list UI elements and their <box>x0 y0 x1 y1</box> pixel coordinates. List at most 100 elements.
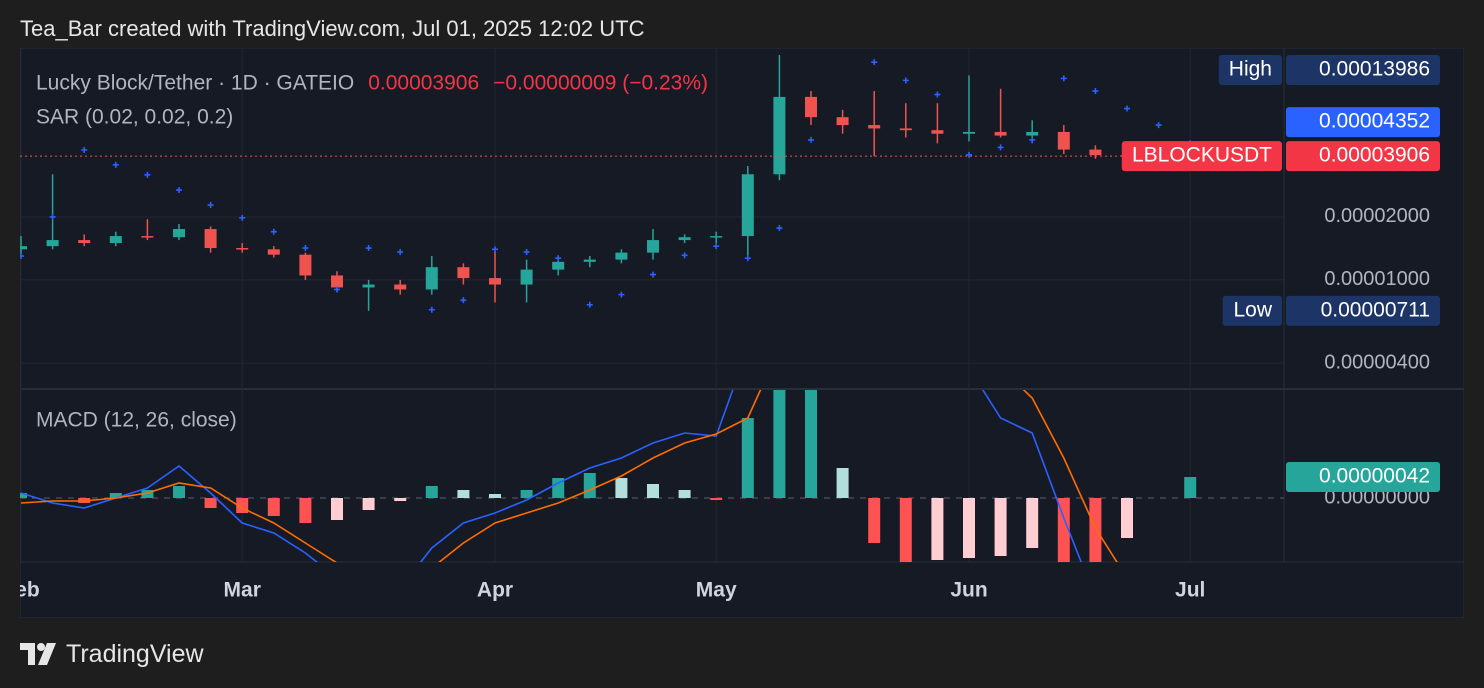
candle-body <box>362 284 375 288</box>
price-change: −0.00000009 (−0.23%) <box>493 72 708 95</box>
candle-body <box>994 131 1007 136</box>
sar-point <box>144 171 151 178</box>
footer: TradingView <box>20 638 204 670</box>
candle-body <box>868 125 881 129</box>
sar-point <box>902 77 909 84</box>
sar-point <box>586 301 593 308</box>
sar-point <box>176 187 182 194</box>
histogram-bar <box>457 490 470 498</box>
sar-point <box>808 136 814 143</box>
sar-point <box>713 243 720 250</box>
histogram-bar <box>1089 498 1102 562</box>
chart: 0.000020000.000010000.000004000.00000000… <box>20 48 1464 618</box>
candle-body <box>583 259 596 262</box>
price-tag-name-box <box>1222 295 1282 326</box>
sar-point <box>1124 105 1130 112</box>
candle-body <box>1089 149 1102 156</box>
histogram-bar <box>552 478 565 498</box>
histogram-bar <box>678 490 691 498</box>
histogram-bar <box>773 390 786 498</box>
candle-body <box>425 267 438 290</box>
candle-body <box>931 130 944 134</box>
price-tag-value: 0.00000711 <box>1321 298 1430 321</box>
sar-point <box>618 291 625 298</box>
candle-body <box>520 269 533 285</box>
price-tag-box <box>1286 55 1440 85</box>
histogram-bar <box>1026 498 1039 548</box>
candle-body <box>678 237 691 241</box>
sar-point <box>207 202 214 209</box>
histogram-bar <box>836 468 849 498</box>
candle-body <box>963 131 975 134</box>
last-price: 0.00003906 <box>368 72 479 95</box>
sar-point <box>1029 136 1036 143</box>
price-tag-name-box <box>1121 141 1282 172</box>
candle-body <box>457 267 470 279</box>
sar-point <box>555 255 562 262</box>
x-tick-label: Jul <box>1175 579 1205 602</box>
legend: Lucky Block/Tether · 1D · GATEIO 0.00003… <box>36 72 708 432</box>
sar-point <box>397 248 404 255</box>
symbol-label: Lucky Block/Tether · 1D · GATEIO <box>36 72 354 95</box>
histogram-bar <box>141 490 154 498</box>
sar-point <box>302 245 309 252</box>
histogram-bar <box>20 493 27 498</box>
histogram-bar <box>583 473 596 498</box>
x-tick-label: Feb <box>20 579 40 602</box>
histogram-bar <box>805 390 817 498</box>
price-tag-value: 0.00013986 <box>1319 58 1430 81</box>
candle-body <box>141 236 154 238</box>
histogram-bar <box>394 498 407 501</box>
sar-point <box>1155 122 1162 129</box>
x-tick-label: Apr <box>477 579 513 602</box>
sar-point <box>681 252 688 259</box>
histogram-bar <box>331 498 343 520</box>
brand: TradingView <box>66 639 204 668</box>
y-tick-label: 0.00001000 <box>1324 268 1430 290</box>
price-tag-box <box>1286 107 1440 138</box>
y-tick-label: 0.00002000 <box>1324 205 1430 227</box>
candle-body <box>236 248 249 250</box>
x-tick-label: Mar <box>224 579 261 602</box>
candle-body <box>46 240 59 247</box>
candle-body <box>20 246 27 250</box>
histogram-bar <box>1057 498 1070 562</box>
candle-body <box>836 117 849 126</box>
sar-point <box>49 213 56 220</box>
histogram-bar <box>868 498 881 543</box>
price-tag-box <box>1286 295 1440 326</box>
price-tag-name: High <box>1229 58 1272 81</box>
sar-point <box>997 144 1004 151</box>
price-tag-name-box <box>1218 55 1282 85</box>
sar-point <box>428 306 435 313</box>
histogram-bar <box>647 484 659 498</box>
candle-body <box>489 278 501 285</box>
sar-point <box>239 214 246 221</box>
value-tag: 0.00000042 <box>1319 465 1430 488</box>
price-tag-name: Low <box>1233 298 1272 321</box>
candle-body <box>78 240 91 244</box>
candle-body <box>647 240 659 253</box>
sar-point <box>334 286 340 293</box>
histogram-bar <box>963 498 975 558</box>
histogram-bar <box>741 418 754 498</box>
candle-body <box>1057 131 1070 150</box>
signal-line <box>20 390 1118 562</box>
sar-point <box>460 297 467 304</box>
histogram-bar <box>173 486 185 498</box>
sar-point <box>1092 88 1099 95</box>
price-tag-value: 0.00003906 <box>1319 144 1430 167</box>
candle-body <box>267 249 280 255</box>
candle-body <box>710 236 723 238</box>
candle-body <box>899 128 912 131</box>
histogram-bar <box>204 498 217 508</box>
sar-point <box>871 59 878 66</box>
histogram-bar <box>489 494 501 498</box>
histogram-bar <box>899 498 912 562</box>
sar-point <box>650 271 656 278</box>
histogram-bar <box>1121 498 1133 538</box>
sar-point <box>270 228 277 235</box>
sar-point <box>365 245 372 252</box>
candle-body <box>552 261 565 270</box>
